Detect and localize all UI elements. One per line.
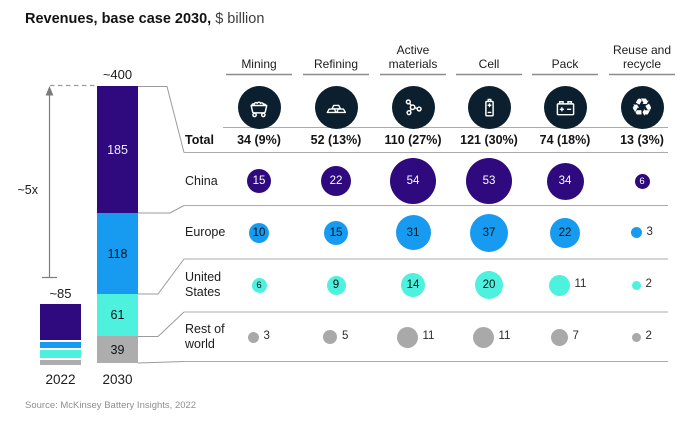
connector-europe-us: [138, 258, 185, 295]
row-label-china: China: [185, 174, 218, 188]
bar-2030-segment: 118: [97, 213, 138, 294]
bubble-united-states-0: 6: [251, 277, 267, 293]
column-header-mining: Mining: [222, 38, 296, 129]
column-label-reuse-recycle: Reuse and recycle: [612, 43, 672, 71]
bubble-value-label-rest-of-world-0: 3: [263, 330, 270, 342]
figure-title: Revenues, base case 2030, $ billion: [25, 11, 264, 27]
bar-2022-strip: [40, 350, 81, 358]
bubble-rest-of-world-1: [323, 330, 337, 344]
total-value-active-materials: 110 (27%): [384, 133, 442, 147]
bar-2030: 185 118 61 39: [97, 86, 138, 363]
bubble-europe-3: 37: [470, 213, 508, 252]
bar-2030-segment: 185: [97, 86, 138, 213]
bubble-united-states-4: [548, 274, 570, 296]
bubble-rest-of-world-0: [247, 331, 259, 343]
bar-2022-strip: [40, 304, 81, 340]
figure-title-main: Revenues, base case 2030,: [25, 11, 212, 27]
column-header-reuse-recycle: Reuse and recycle ♻: [605, 38, 679, 129]
bubble-value-label-rest-of-world-1: 5: [342, 330, 349, 342]
column-label-pack: Pack: [551, 56, 579, 71]
bubble-china-1: 22: [321, 166, 351, 196]
bar-2030-segment: 39: [97, 336, 138, 363]
column-header-active-materials: Active materials: [376, 38, 450, 129]
bubble-united-states-2: 14: [401, 273, 425, 297]
connector-total: [138, 86, 185, 153]
column-header-cell: Cell: [452, 38, 526, 129]
bar-2022: [40, 304, 81, 365]
bubble-europe-4: 22: [550, 217, 580, 248]
battery-cell-icon: [467, 86, 511, 129]
bar-2022-total-label: ~85: [49, 286, 72, 301]
bubble-europe-5: [630, 227, 642, 238]
total-value-cell: 121 (30%): [460, 133, 518, 147]
mining-cart-icon: [237, 86, 281, 129]
recycle-icon: ♻: [620, 86, 664, 129]
bar-2030-total-label: ~400: [102, 67, 133, 82]
bubble-rest-of-world-2: [396, 326, 418, 348]
total-row-label: Total: [185, 133, 214, 147]
row-label-europe: Europe: [185, 225, 226, 239]
bubble-united-states-3: 20: [475, 271, 503, 299]
bubble-europe-2: 31: [395, 215, 431, 250]
row-label-rest-of-world: Rest of world: [185, 322, 225, 351]
ingots-icon: [314, 86, 358, 129]
column-label-active-materials: Active materials: [388, 43, 438, 71]
bubble-value-label-europe-5: 3: [646, 225, 653, 238]
row-label-united-states: United States: [185, 270, 222, 299]
total-value-refining: 52 (13%): [310, 133, 362, 147]
bubble-china-3: 53: [466, 158, 512, 204]
bar-2022-strip: [40, 360, 81, 365]
bubble-europe-0: 10: [249, 222, 269, 243]
bubble-europe-1: 15: [324, 220, 348, 245]
bubble-value-label-united-states-5: 2: [645, 278, 652, 290]
column-label-cell: Cell: [478, 56, 500, 71]
bubble-china-0: 15: [247, 169, 271, 193]
axis-label-2030: 2030: [102, 372, 133, 387]
source-note: Source: McKinsey Battery Insights, 2022: [25, 400, 197, 411]
bubble-value-label-rest-of-world-4: 7: [572, 330, 579, 342]
growth-multiplier-label: ~5x: [17, 183, 38, 197]
battery-pack-icon: [543, 86, 587, 129]
bar-2030-segment: 61: [97, 294, 138, 336]
connector-us-row: [138, 311, 185, 337]
column-label-refining: Refining: [313, 56, 359, 71]
bubble-rest-of-world-4: [550, 328, 568, 346]
connector-china-europe: [138, 205, 185, 214]
bubble-value-label-rest-of-world-3: 11: [498, 330, 511, 342]
bubble-china-4: 34: [546, 162, 584, 200]
bubble-china-5: 6: [634, 173, 650, 189]
molecule-icon: [391, 86, 435, 129]
column-header-refining: Refining: [299, 38, 373, 129]
bar-2022-strip: [40, 342, 81, 348]
bubble-value-label-rest-of-world-2: 11: [422, 330, 435, 342]
total-value-reuse: 13 (3%): [620, 133, 664, 147]
axis-label-2022: 2022: [45, 372, 76, 387]
growth-arrow-head-icon: [45, 86, 54, 96]
bubble-value-label-rest-of-world-5: 2: [645, 330, 652, 342]
column-header-pack: Pack: [528, 38, 602, 129]
bubble-china-2: 54: [390, 158, 436, 204]
column-label-mining: Mining: [241, 56, 277, 71]
figure-title-units: $ billion: [215, 11, 265, 27]
connector-bottom: [137, 361, 185, 364]
bubble-united-states-1: 9: [326, 275, 346, 295]
total-value-mining: 34 (9%): [237, 133, 281, 147]
bubble-united-states-5: [631, 280, 641, 290]
bubble-value-label-united-states-4: 11: [574, 278, 587, 290]
bubble-rest-of-world-3: [472, 326, 494, 348]
total-value-pack: 74 (18%): [539, 133, 591, 147]
bubble-rest-of-world-5: [631, 332, 641, 342]
